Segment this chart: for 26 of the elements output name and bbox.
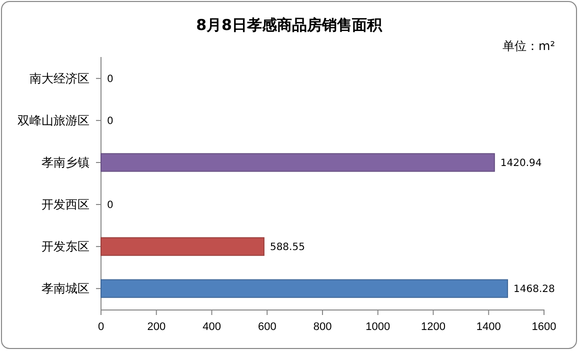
y-tick-label: 孝南城区	[41, 281, 90, 296]
x-tick-label: 1600	[532, 321, 556, 334]
bar	[100, 279, 508, 298]
x-tick-label: 400	[202, 321, 221, 334]
y-tick-label: 孝南乡镇	[41, 155, 90, 170]
data-label: 0	[107, 200, 114, 212]
x-tick-label: 0	[98, 321, 104, 334]
chart-title: 8月8日孝感商品房销售面积	[196, 16, 383, 34]
x-tick-label: 1200	[421, 321, 446, 334]
data-label: 588.55	[270, 242, 305, 254]
text: 单位：m²	[502, 39, 556, 53]
data-label: 0	[107, 74, 114, 85]
y-tick-label: 南大经济区	[29, 71, 90, 86]
x-tick-label: 600	[258, 321, 276, 334]
bar	[100, 153, 495, 172]
x-tick-label: 1000	[366, 321, 390, 334]
y-tick-label: 双峰山旅游区	[17, 113, 90, 128]
x-tick-label: 800	[313, 321, 332, 334]
data-label: 1420.94	[500, 158, 542, 169]
y-tick-label: 开发东区	[41, 239, 90, 254]
bar	[100, 237, 264, 256]
y-tick-label: 开发西区	[41, 197, 90, 212]
x-tick-label: 200	[147, 321, 166, 334]
data-label: 0	[107, 116, 114, 127]
data-label: 1468.28	[514, 284, 555, 296]
x-tick-label: 1400	[476, 321, 501, 334]
